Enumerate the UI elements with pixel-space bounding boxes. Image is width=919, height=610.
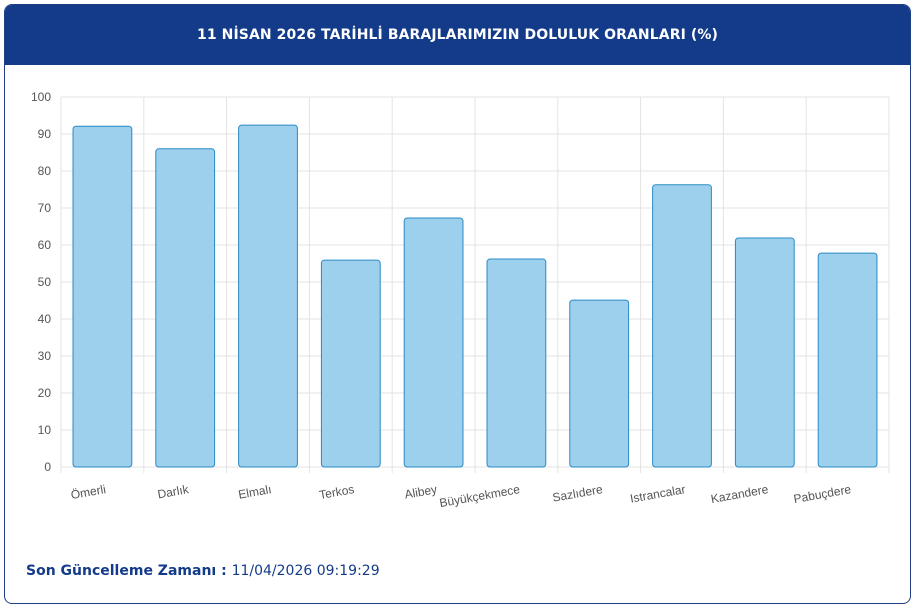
x-tick-label: Pabuçdere	[793, 482, 853, 506]
bar	[320, 259, 381, 468]
bar	[486, 258, 547, 468]
bar	[403, 217, 464, 468]
chart-header: 11 NİSAN 2026 TARİHLİ BARAJLARIMIZIN DOL…	[5, 5, 910, 65]
bar-chart: 0 10 20 30 40 50 60 70 80 90 100 Ömerli Darlık Elmalı…	[31, 90, 890, 510]
y-tick-label: 30	[38, 349, 52, 363]
y-tick-label: 80	[38, 164, 52, 178]
x-tick-label: Sazlıdere	[551, 482, 604, 505]
x-tick-label: Elmalı	[237, 482, 272, 502]
bar	[652, 184, 712, 468]
bar	[238, 124, 298, 468]
x-tick-label: Kazandere	[710, 482, 770, 506]
bar	[569, 299, 630, 468]
last-updated-label: Son Güncelleme Zamanı	[26, 563, 217, 579]
bar	[734, 237, 795, 468]
x-tick-label: Istrancalar	[629, 482, 687, 506]
y-tick-label: 90	[38, 127, 52, 141]
chart-area: 0 10 20 30 40 50 60 70 80 90 100 Ömerli Darlık Elmalı…	[5, 66, 910, 526]
x-tick-label: Büyükçekmece	[438, 482, 521, 510]
bar	[72, 125, 133, 468]
y-tick-label: 60	[38, 238, 52, 252]
x-tick-label: Darlık	[156, 482, 190, 501]
last-updated-value: 11/04/2026 09:19:29	[231, 563, 380, 579]
y-tick-label: 40	[38, 312, 52, 326]
y-tick-label: 70	[38, 201, 52, 215]
y-tick-label: 0	[44, 460, 51, 474]
y-tick-label: 50	[38, 275, 52, 289]
bar	[155, 148, 216, 468]
y-tick-label: 100	[31, 90, 51, 104]
chart-title: 11 NİSAN 2026 TARİHLİ BARAJLARIMIZIN DOL…	[196, 27, 718, 43]
y-tick-label: 20	[38, 386, 52, 400]
chart-card: 11 NİSAN 2026 TARİHLİ BARAJLARIMIZIN DOL…	[4, 4, 911, 604]
y-tick-label: 10	[38, 423, 52, 437]
last-updated-separator: :	[216, 563, 232, 579]
x-tick-label: Alibey	[403, 482, 438, 501]
last-updated: Son Güncelleme Zamanı : 11/04/2026 09:19…	[26, 563, 380, 579]
bar	[817, 252, 878, 468]
x-tick-label: Terkos	[318, 482, 355, 502]
x-tick-label: Ömerli	[70, 482, 107, 502]
